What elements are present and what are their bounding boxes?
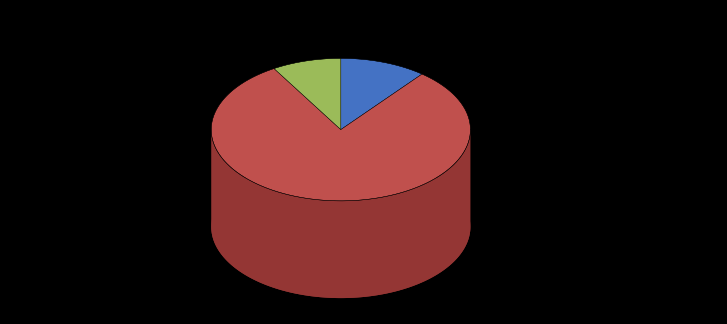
Polygon shape (212, 68, 470, 201)
Polygon shape (212, 156, 470, 298)
Polygon shape (274, 58, 341, 130)
Polygon shape (212, 130, 470, 298)
Polygon shape (341, 58, 422, 130)
